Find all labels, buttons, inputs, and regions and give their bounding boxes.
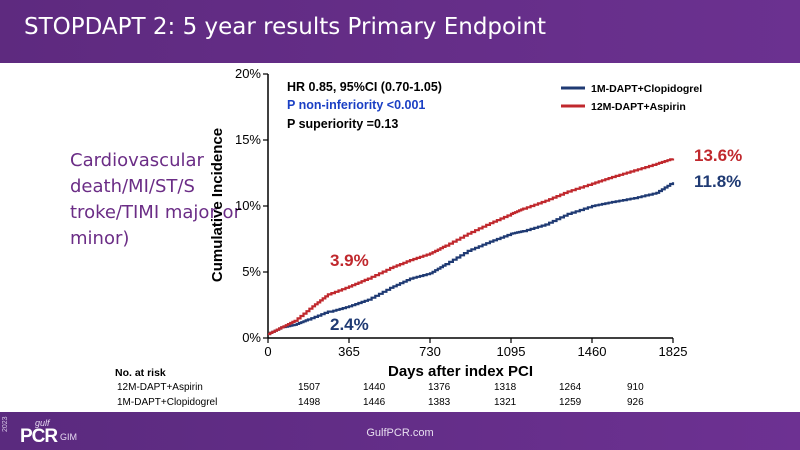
p-noninferiority-annotation: P non-inferiority <0.001 [287,98,425,112]
risk-cell-value: 910 [627,382,644,393]
mid-label-aspirin: 3.9% [330,251,369,270]
chart-axes: 0% 5% 10% 15% 20% 0 365 730 1095 1460 1825 [235,66,687,359]
x-tick-label: 365 [338,344,360,359]
risk-cell-value: 1318 [494,382,517,393]
kaplan-meier-chart: 0% 5% 10% 15% 20% 0 365 730 1095 1460 1825 HR 0.85… [209,66,742,380]
risk-row-label: 12M-DAPT+Aspirin [117,382,203,393]
risk-cell-value: 1259 [559,397,582,408]
series-line-aspirin [268,158,675,336]
end-labels: 13.6% 11.8% 3.9% 2.4% [330,146,742,334]
logo-pcr-text: PCR [20,426,58,447]
risk-cell-value: 1264 [559,382,582,393]
x-tick-label: 0 [264,344,271,359]
x-axis-title-text: Days after index PCI [388,363,533,380]
legend-label-aspirin: 12M-DAPT+Aspirin [591,101,686,113]
y-tick-label: 0% [242,330,261,345]
x-tick-label: 1825 [659,344,688,359]
slide-footer: 2023 gulf PCR GIM GulfPCR.com [0,412,800,450]
p-superiority-annotation: P superiority =0.13 [287,117,398,131]
chart-series [268,158,675,336]
slide-header: STOPDAPT 2: 5 year results Primary Endpo… [0,0,800,63]
y-tick-label: 20% [235,66,261,81]
risk-cell-value: 1383 [428,397,451,408]
hr-annotation: HR 0.85, 95%CI (0.70-1.05) [287,80,442,94]
x-tick-label: 730 [419,344,441,359]
y-axis-title: Cumulative Incidence [209,128,226,282]
y-tick-label: 5% [242,264,261,279]
chart-annotations: HR 0.85, 95%CI (0.70-1.05) P non-inferio… [287,80,442,131]
slide-title: STOPDAPT 2: 5 year results Primary Endpo… [24,14,547,40]
end-label-clopidogrel: 11.8% [694,172,741,191]
x-tick-label: 1095 [497,344,526,359]
mid-label-clopidogrel: 2.4% [330,315,369,334]
x-tick-label: 1460 [578,344,607,359]
y-tick-label: 15% [235,132,261,147]
legend-label-clopidogrel: 1M-DAPT+Clopidogrel [591,83,702,95]
risk-cell-value: 1498 [298,397,321,408]
chart-legend: 1M-DAPT+Clopidogrel 12M-DAPT+Aspirin [561,83,702,113]
footer-url: GulfPCR.com [366,427,434,439]
risk-cell-value: 1376 [428,382,451,393]
risk-cell-value: 926 [627,397,644,408]
risk-cell-value: 1446 [363,397,386,408]
risk-cell-value: 1507 [298,382,321,393]
risk-cell-value: 1321 [494,397,517,408]
series-line-clopidogrel [268,182,675,336]
logo-gim-text: GIM [60,432,77,442]
x-axis-title: Days after index PCI [388,363,533,380]
risk-table-header: No. at risk [115,367,166,379]
logo-gulf-text: gulf [35,418,50,428]
end-label-aspirin: 13.6% [694,146,742,165]
risk-cell-value: 1440 [363,382,386,393]
risk-row-label: 1M-DAPT+Clopidogrel [117,397,218,408]
endpoint-description: Cardiovascular death/MI/ST/S troke/TIMI … [70,150,241,249]
y-tick-label: 10% [235,198,261,213]
